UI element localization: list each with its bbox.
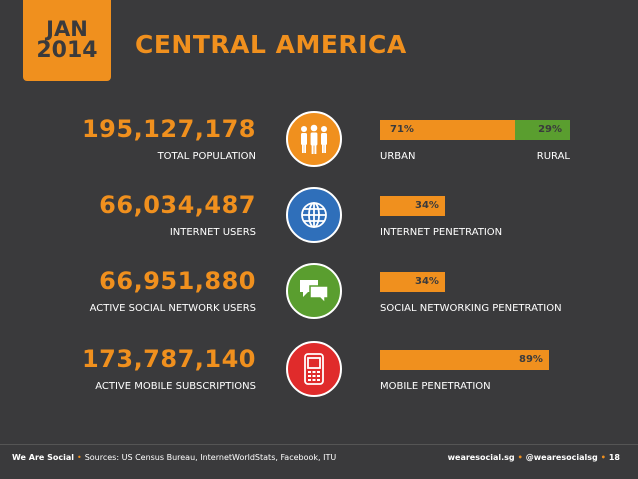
- mobile-phone-icon: [286, 341, 342, 397]
- chat-bubbles-icon: [286, 263, 342, 319]
- page-title: CENTRAL AMERICA: [135, 30, 407, 59]
- internet-bar-fill: [380, 196, 445, 216]
- footer-separator: •: [600, 453, 606, 462]
- urban-caption: URBAN: [380, 151, 416, 162]
- stat-value: 195,127,178: [81, 115, 256, 143]
- footer-separator: •: [76, 453, 82, 462]
- stat-value: 66,951,880: [99, 267, 256, 295]
- sources-text: Sources: US Census Bureau, InternetWorld…: [84, 453, 337, 462]
- footer: We Are Social • Sources: US Census Bureau,…: [0, 444, 638, 479]
- globe-icon: [286, 187, 342, 243]
- mobile-percent: 89%: [519, 354, 543, 365]
- stat-row-social: 66,951,880 ACTIVE SOCIAL NETWORK USERS 3…: [0, 263, 638, 337]
- date-month: JAN: [46, 17, 88, 41]
- site-link[interactable]: wearesocial.sg: [447, 453, 515, 462]
- stat-label: ACTIVE MOBILE SUBSCRIPTIONS: [95, 381, 256, 392]
- footer-left: We Are Social • Sources: US Census Bureau,…: [12, 453, 336, 462]
- footer-right: wearesocial.sg • @wearesocialsg • 18: [448, 453, 620, 462]
- social-percent: 34%: [415, 276, 439, 287]
- stat-row-mobile: 173,787,140 ACTIVE MOBILE SUBSCRIPTIONS …: [0, 341, 638, 415]
- internet-percent: 34%: [415, 200, 439, 211]
- social-handle[interactable]: @wearesocialsg: [525, 453, 598, 462]
- stat-row-population: 195,127,178 TOTAL POPULATION 71% 29% URB…: [0, 111, 638, 185]
- rural-percent: 29%: [538, 124, 562, 135]
- stat-label: INTERNET USERS: [169, 227, 256, 238]
- internet-caption: INTERNET PENETRATION: [380, 227, 503, 238]
- internet-penetration-bar: 34%: [380, 196, 570, 216]
- social-penetration-bar: 34%: [380, 272, 570, 292]
- mobile-penetration-bar: 89%: [380, 350, 570, 370]
- people-icon: [286, 111, 342, 167]
- urban-percent: 71%: [390, 124, 414, 135]
- stat-label: TOTAL POPULATION: [157, 151, 256, 162]
- page-number: 18: [608, 453, 620, 462]
- mobile-bar-fill: [380, 350, 549, 370]
- urban-rural-bar: 71% 29%: [380, 120, 570, 140]
- social-caption: SOCIAL NETWORKING PENETRATION: [380, 303, 562, 314]
- social-bar-fill: [380, 272, 445, 292]
- footer-separator: •: [517, 453, 523, 462]
- brand-name: We Are Social: [12, 453, 74, 462]
- stat-value: 173,787,140: [81, 345, 256, 373]
- rural-bar-fill: [515, 120, 570, 140]
- stat-label: ACTIVE SOCIAL NETWORK USERS: [89, 303, 256, 314]
- rural-caption: RURAL: [536, 151, 570, 162]
- stat-row-internet: 66,034,487 INTERNET USERS 34% INTERNET P…: [0, 187, 638, 261]
- date-year: 2014: [36, 38, 98, 63]
- stat-value: 66,034,487: [99, 191, 256, 219]
- urban-bar-fill: [380, 120, 515, 140]
- mobile-caption: MOBILE PENETRATION: [380, 381, 491, 392]
- date-badge: JAN 2014: [23, 0, 111, 81]
